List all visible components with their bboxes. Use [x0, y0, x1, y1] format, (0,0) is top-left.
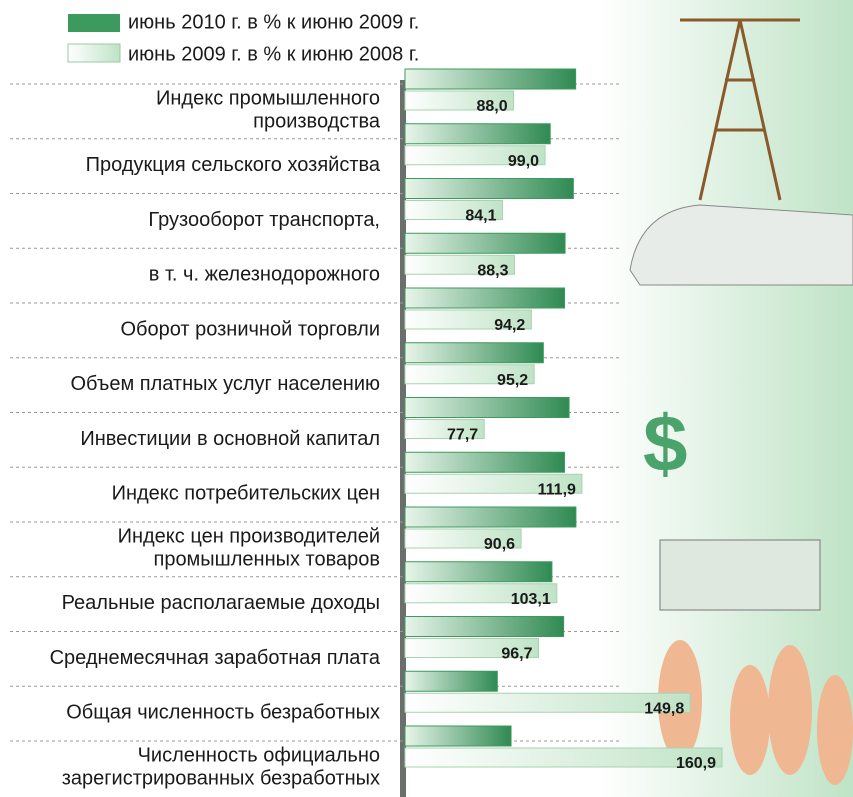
bar	[404, 583, 558, 604]
category-label: Общая численность безработных	[66, 702, 380, 724]
pylon	[680, 18, 800, 201]
value-label: 111,9	[538, 481, 576, 498]
money-stack	[659, 539, 821, 611]
legend-swatch	[67, 43, 121, 63]
value-label: 149,8	[644, 700, 684, 717]
bar	[404, 506, 577, 528]
bar	[404, 287, 565, 309]
bar	[404, 561, 553, 583]
bar	[404, 616, 565, 637]
illustrations	[680, 18, 800, 201]
value-label: 94,2	[494, 317, 525, 334]
bar	[404, 309, 532, 330]
bar	[404, 200, 503, 220]
bar	[404, 254, 515, 275]
bar	[404, 364, 535, 385]
bar	[404, 692, 691, 713]
bar	[404, 90, 515, 111]
bar	[404, 419, 485, 439]
bar	[404, 528, 522, 549]
legend-label: июнь 2010 г. в % к июню 2009 г.	[128, 11, 419, 33]
value-label: 99,0	[508, 153, 539, 170]
category-label: Объем платных услуг населению	[70, 373, 380, 395]
bar	[404, 670, 498, 692]
bar	[404, 68, 577, 90]
value-label: 77,7	[447, 427, 478, 444]
category-label: Продукция сельского хозяйства	[86, 154, 381, 176]
value-label: 88,3	[477, 262, 508, 279]
bar	[404, 638, 539, 658]
bar	[404, 232, 566, 254]
legend-swatch	[68, 14, 120, 32]
category-label: Среднемесячная заработная плата	[50, 647, 381, 669]
legend-label: июнь 2009 г. в % к июню 2008 г.	[128, 43, 419, 65]
people	[658, 640, 853, 785]
value-label: 88,0	[476, 98, 507, 115]
category-label: Оборот розничной торговли	[120, 318, 380, 340]
bar	[404, 397, 570, 418]
bar	[404, 342, 544, 364]
category-label: Численность официально зарегистрированных…	[62, 745, 380, 790]
value-label: 160,9	[676, 755, 716, 772]
category-label: Индекс потребительских цен	[112, 483, 380, 505]
category-label: Инвестиции в основной капитал	[80, 428, 380, 450]
value-label: 90,6	[484, 536, 515, 553]
bar	[404, 178, 574, 199]
background-panel	[600, 0, 853, 797]
bar	[404, 451, 565, 473]
bar	[404, 747, 723, 768]
category-label: Индекс промышленного производства	[156, 88, 381, 133]
category-label: в т. ч. железнодорожного	[149, 264, 380, 286]
axis-bar	[400, 80, 406, 797]
value-label: 95,2	[497, 372, 528, 389]
value-label: 103,1	[511, 591, 551, 608]
category-label: Грузооборот транспорта,	[148, 209, 380, 231]
value-label: 96,7	[501, 646, 532, 663]
bar	[404, 123, 551, 145]
value-label: 84,1	[465, 208, 496, 225]
bar	[404, 473, 583, 494]
bar	[404, 145, 546, 166]
bar	[404, 725, 512, 747]
train	[629, 204, 853, 286]
category-label: Реальные располагаемые доходы	[62, 592, 380, 614]
dollar-icon: $	[643, 399, 688, 488]
category-label: Индекс цен производителей промышленных то…	[118, 526, 380, 571]
